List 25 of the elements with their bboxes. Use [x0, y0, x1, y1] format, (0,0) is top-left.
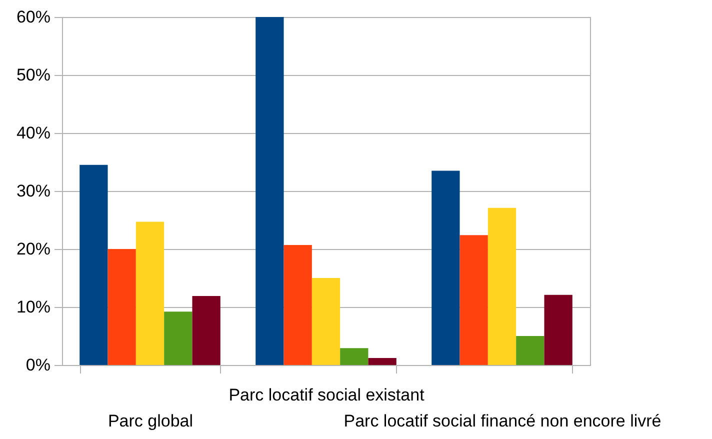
- y-tick-label: 40%: [16, 124, 50, 142]
- bar: [488, 208, 516, 365]
- bar: [516, 336, 544, 365]
- bar: [192, 296, 220, 365]
- bar: [284, 244, 312, 365]
- y-tick-label: 50%: [16, 66, 50, 84]
- y-tick-label: 30%: [16, 182, 50, 200]
- bar: [340, 348, 368, 365]
- bar: [164, 312, 192, 365]
- y-tick-label: 20%: [16, 240, 50, 258]
- bar: [544, 294, 572, 365]
- x-tick-label: Parc locatif social existant: [228, 386, 425, 404]
- x-tick-label: Parc locatif social financé non encore livré: [344, 412, 662, 430]
- bar: [460, 235, 488, 365]
- bar: [432, 170, 460, 365]
- bar: [108, 249, 136, 365]
- y-tick-label: 0%: [26, 356, 50, 374]
- y-tick-label: 10%: [16, 298, 50, 316]
- bar: [368, 358, 396, 365]
- bar: [136, 222, 164, 365]
- x-tick-label: Parc global: [108, 412, 194, 430]
- bar: [80, 164, 108, 365]
- bar: [256, 17, 284, 365]
- y-tick-label: 60%: [16, 8, 50, 26]
- bar: [312, 278, 340, 365]
